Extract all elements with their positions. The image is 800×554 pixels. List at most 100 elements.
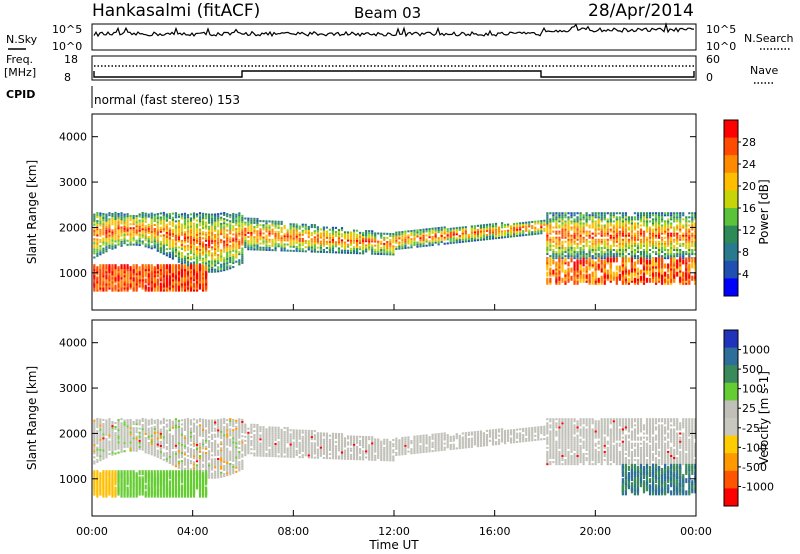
power-cell <box>657 212 661 215</box>
power-cell <box>419 239 422 242</box>
power-cell <box>588 251 591 254</box>
power-cell <box>528 223 531 226</box>
power-cell <box>609 214 612 217</box>
velocity-cell <box>204 486 208 492</box>
power-cell <box>295 229 298 232</box>
power-cell <box>144 245 147 248</box>
power-cell <box>337 231 341 234</box>
power-cell <box>99 241 102 244</box>
power-cell <box>301 225 304 228</box>
power-cell <box>271 240 274 243</box>
power-cell <box>573 228 576 231</box>
velocity-cell <box>162 430 165 433</box>
power-cell <box>642 257 646 263</box>
power-cell <box>576 255 579 258</box>
power-cell <box>482 234 486 237</box>
power-cell <box>657 216 661 219</box>
power-cell <box>621 246 624 249</box>
power-cell <box>579 242 582 245</box>
power-cell <box>162 236 165 239</box>
power-cell <box>211 221 214 224</box>
power-cell <box>217 229 220 232</box>
power-cell <box>573 242 576 245</box>
velocity-cell <box>120 442 123 445</box>
velocity-cell <box>223 450 226 453</box>
power-cell <box>102 221 105 224</box>
velocity-cell <box>180 462 184 465</box>
velocity-cell <box>198 446 202 449</box>
velocity-cell <box>132 429 135 432</box>
power-cell <box>198 240 202 243</box>
velocity-cell <box>117 439 120 442</box>
power-cell <box>688 232 691 235</box>
velocity-cell <box>211 464 214 467</box>
power-cell <box>621 220 624 223</box>
power-cell <box>198 252 202 256</box>
power-cell <box>615 230 618 233</box>
velocity-cell <box>108 446 111 449</box>
power-cell <box>111 219 114 222</box>
power-cell <box>183 247 187 250</box>
power-cell <box>93 221 96 224</box>
power-cell <box>138 266 141 272</box>
power-cell <box>374 240 377 243</box>
power-cell <box>576 259 579 265</box>
velocity-cell <box>232 465 235 468</box>
power-cell <box>108 264 111 270</box>
power-cell <box>552 212 555 215</box>
velocity-cell <box>186 438 190 441</box>
power-cell <box>597 263 600 269</box>
power-cell <box>419 245 422 248</box>
power-cell <box>401 235 404 238</box>
power-cell <box>365 250 368 253</box>
velocity-cell <box>238 453 241 456</box>
power-cell <box>537 230 540 233</box>
power-cell <box>576 216 579 219</box>
nsearch-tick-top: 10^5 <box>706 23 736 36</box>
velocity-cell <box>165 452 168 455</box>
power-cell <box>229 216 232 219</box>
power-cell <box>156 243 159 246</box>
power-cell <box>428 232 431 235</box>
power-cell <box>654 226 658 229</box>
power-cell <box>292 231 295 234</box>
velocity-cell <box>211 423 214 426</box>
velocity-cell <box>217 435 220 438</box>
power-cell <box>621 222 624 225</box>
power-cell <box>126 229 129 232</box>
velocity-cell <box>232 421 235 424</box>
power-cell <box>682 251 685 254</box>
power-cell <box>612 242 615 245</box>
power-cell <box>123 227 126 230</box>
velocity-cell <box>223 475 226 478</box>
power-cell <box>150 241 153 244</box>
power-cell <box>464 230 467 233</box>
power-cell <box>232 221 235 224</box>
power-cell <box>168 213 171 216</box>
power-cell <box>253 240 256 243</box>
power-cell <box>208 252 211 255</box>
power-cell <box>431 241 434 245</box>
power-cell <box>582 267 585 273</box>
power-cell <box>579 236 582 239</box>
power-cell <box>214 227 217 230</box>
power-cell <box>679 255 682 258</box>
power-cell <box>437 241 440 244</box>
velocity-cell <box>138 439 141 442</box>
velocity-cell <box>174 418 177 421</box>
power-cell <box>256 240 259 243</box>
power-cell <box>120 228 123 231</box>
power-cell <box>386 249 389 252</box>
velocity-cell <box>232 441 235 444</box>
power-cell <box>192 224 196 227</box>
power-cell <box>268 246 271 249</box>
power-cell <box>642 234 646 237</box>
power-cell <box>177 228 181 231</box>
power-cell <box>555 218 558 221</box>
velocity-cell <box>150 453 153 456</box>
velocity-cell <box>214 429 217 432</box>
power-cell <box>150 220 153 223</box>
power-cell <box>147 225 150 228</box>
velocity-cell <box>99 428 102 431</box>
velocity-cell <box>186 428 190 431</box>
